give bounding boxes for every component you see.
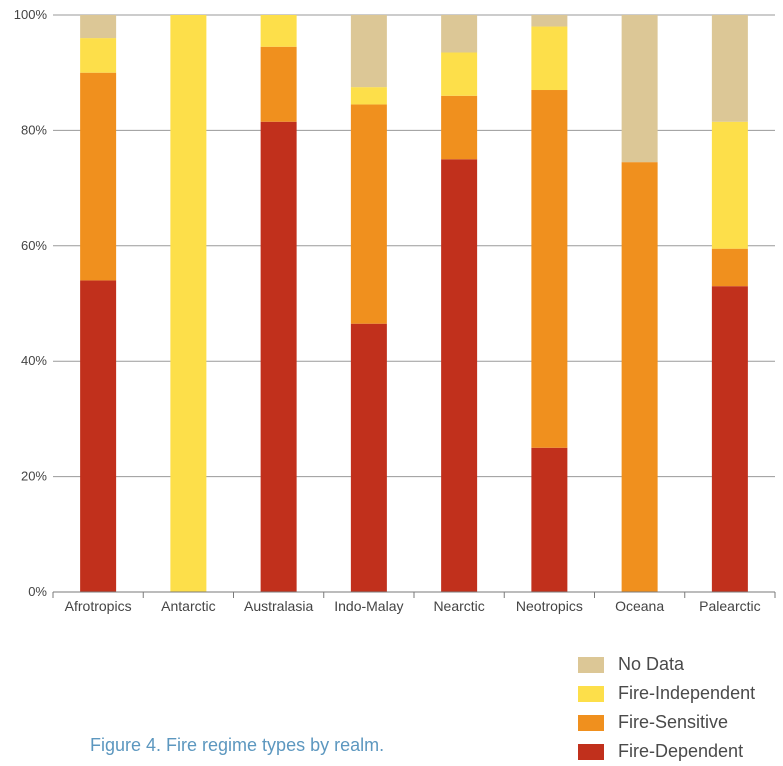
legend-label: Fire-Independent xyxy=(618,683,756,703)
bar-segment-fire-independent xyxy=(260,15,297,47)
chart-legend: No Data Fire-Independent Fire-Sensitive Fir… xyxy=(578,650,755,766)
y-tick-label: 80% xyxy=(21,122,47,137)
y-tick-label: 0% xyxy=(28,584,47,599)
x-tick-label: Indo-Malay xyxy=(334,598,403,614)
x-tick-label: Australasia xyxy=(244,598,313,614)
bar-segment-no-data xyxy=(441,15,478,53)
bar-segment-fire-sensitive xyxy=(260,46,297,122)
bar-segment-fire-independent xyxy=(350,87,387,105)
y-tick-label: 20% xyxy=(21,469,47,484)
bar-segment-fire-sensitive xyxy=(621,162,658,592)
bar-segment-fire-dependent xyxy=(531,447,568,592)
figure-caption: Figure 4. Fire regime types by realm. xyxy=(90,735,385,755)
bar-segment-no-data xyxy=(711,15,748,122)
bar-segment-no-data xyxy=(80,15,117,39)
bar-segment-no-data xyxy=(350,15,387,88)
bar-segment-no-data xyxy=(531,15,568,27)
legend-label: No Data xyxy=(618,654,685,674)
bar-segment-fire-sensitive xyxy=(711,248,748,287)
y-tick-label: 100% xyxy=(14,7,48,22)
bar-segment-fire-sensitive xyxy=(80,72,117,281)
legend-swatch xyxy=(578,685,604,702)
bar-segment-fire-dependent xyxy=(711,286,748,592)
legend-swatch xyxy=(578,656,604,673)
bar-segment-fire-dependent xyxy=(260,121,297,593)
bar-segment-fire-independent xyxy=(170,15,207,592)
legend-swatch xyxy=(578,743,604,760)
legend-swatch xyxy=(578,714,604,731)
y-tick-label: 60% xyxy=(21,238,47,253)
bar-segment-fire-sensitive xyxy=(350,104,387,324)
bar-segment-fire-dependent xyxy=(350,323,387,592)
stacked-bar-chart: 0% 20% 40% 60% 80% 100% Afrotropics Antarctic Au… xyxy=(14,7,776,614)
bar-segment-fire-independent xyxy=(711,121,748,249)
bar-segment-fire-independent xyxy=(441,52,478,96)
x-tick-label: Palearctic xyxy=(699,598,760,614)
x-tick-label: Neotropics xyxy=(516,598,583,614)
legend-label: Fire-Sensitive xyxy=(618,712,729,732)
y-tick-label: 40% xyxy=(21,353,47,368)
bar-segment-fire-independent xyxy=(531,26,568,91)
legend-item: Fire-Dependent xyxy=(578,737,755,766)
bar-segment-fire-independent xyxy=(80,38,117,73)
x-tick-label: Afrotropics xyxy=(65,598,132,614)
bar-segment-no-data xyxy=(621,15,658,163)
x-tick-label: Oceana xyxy=(615,598,664,614)
bar-segment-fire-sensitive xyxy=(531,90,568,448)
x-tick-label: Nearctic xyxy=(433,598,484,614)
bar-segment-fire-dependent xyxy=(441,159,478,592)
legend-item: Fire-Sensitive xyxy=(578,708,755,737)
legend-item: No Data xyxy=(578,650,755,679)
legend-item: Fire-Independent xyxy=(578,679,755,708)
x-tick-label: Antarctic xyxy=(161,598,215,614)
bar-segment-fire-dependent xyxy=(80,280,117,592)
legend-label: Fire-Dependent xyxy=(618,741,744,761)
bar-segment-fire-sensitive xyxy=(441,95,478,160)
